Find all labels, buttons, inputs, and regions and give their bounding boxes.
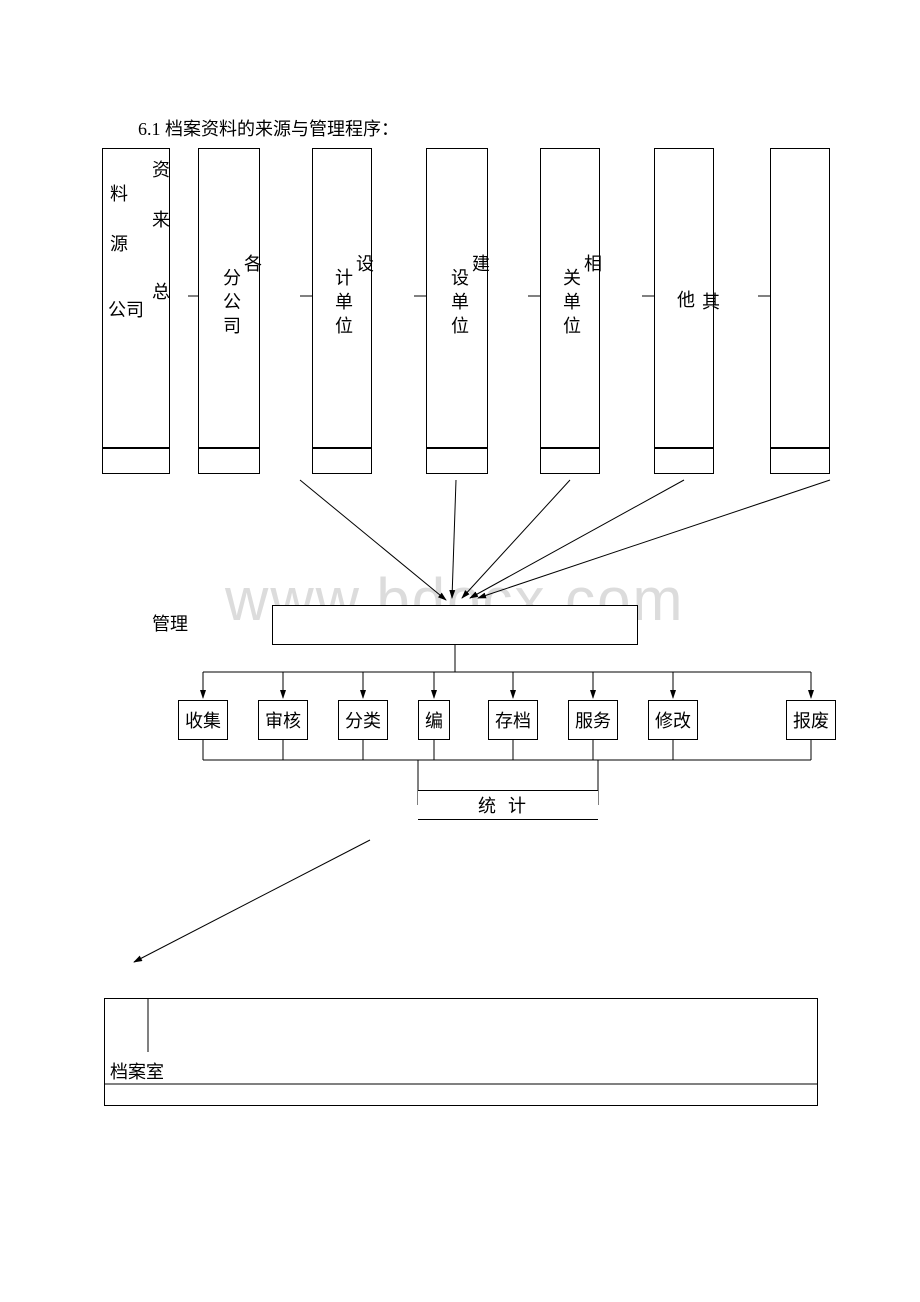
mgmt-box-4: 存档 [488, 700, 538, 740]
src0-label-mid: 源 [110, 230, 128, 256]
src4-top: 相 [584, 250, 602, 276]
source-box-0-footer [102, 448, 170, 474]
management-label: 管理 [152, 610, 188, 636]
mgmt-box-3: 编 [418, 700, 450, 740]
source-box-6 [770, 148, 830, 448]
src2-top: 设 [356, 250, 374, 276]
src0-label-right-bot: 总 [152, 278, 170, 304]
stats-box: 统计 [418, 790, 598, 820]
mgmt-box-1: 审核 [258, 700, 308, 740]
src0-label-bot: 公司 [108, 296, 144, 322]
mgmt-box-6: 修改 [648, 700, 698, 740]
src1-main: 分公司 [218, 268, 244, 340]
src4-main: 关单位 [558, 268, 584, 340]
source-box-3-footer [426, 448, 488, 474]
mgmt-box-5: 服务 [568, 700, 618, 740]
source-box-1-footer [198, 448, 260, 474]
src0-label-right-mid: 来 [152, 206, 170, 232]
section-heading: 6.1 档案资料的来源与管理程序： [138, 115, 399, 141]
src1-top: 各 [244, 250, 262, 276]
source-box-2-footer [312, 448, 372, 474]
source-box-4-footer [540, 448, 600, 474]
mgmt-box-7: 报废 [786, 700, 836, 740]
source-box-5-footer [654, 448, 714, 474]
archive-label: 档案室 [110, 1058, 164, 1084]
src0-label-top: 料 [110, 180, 128, 206]
src2-main: 计单位 [330, 268, 356, 340]
src5-top: 其 [702, 288, 720, 314]
src0-label-right-top: 资 [152, 156, 170, 182]
archive-outer-box [104, 998, 818, 1106]
source-box-6-footer [770, 448, 830, 474]
center-box [272, 605, 638, 645]
src5-main: 他 [672, 290, 698, 314]
mgmt-box-2: 分类 [338, 700, 388, 740]
mgmt-box-0: 收集 [178, 700, 228, 740]
src3-top: 建 [472, 250, 490, 276]
src3-main: 设单位 [446, 268, 472, 340]
